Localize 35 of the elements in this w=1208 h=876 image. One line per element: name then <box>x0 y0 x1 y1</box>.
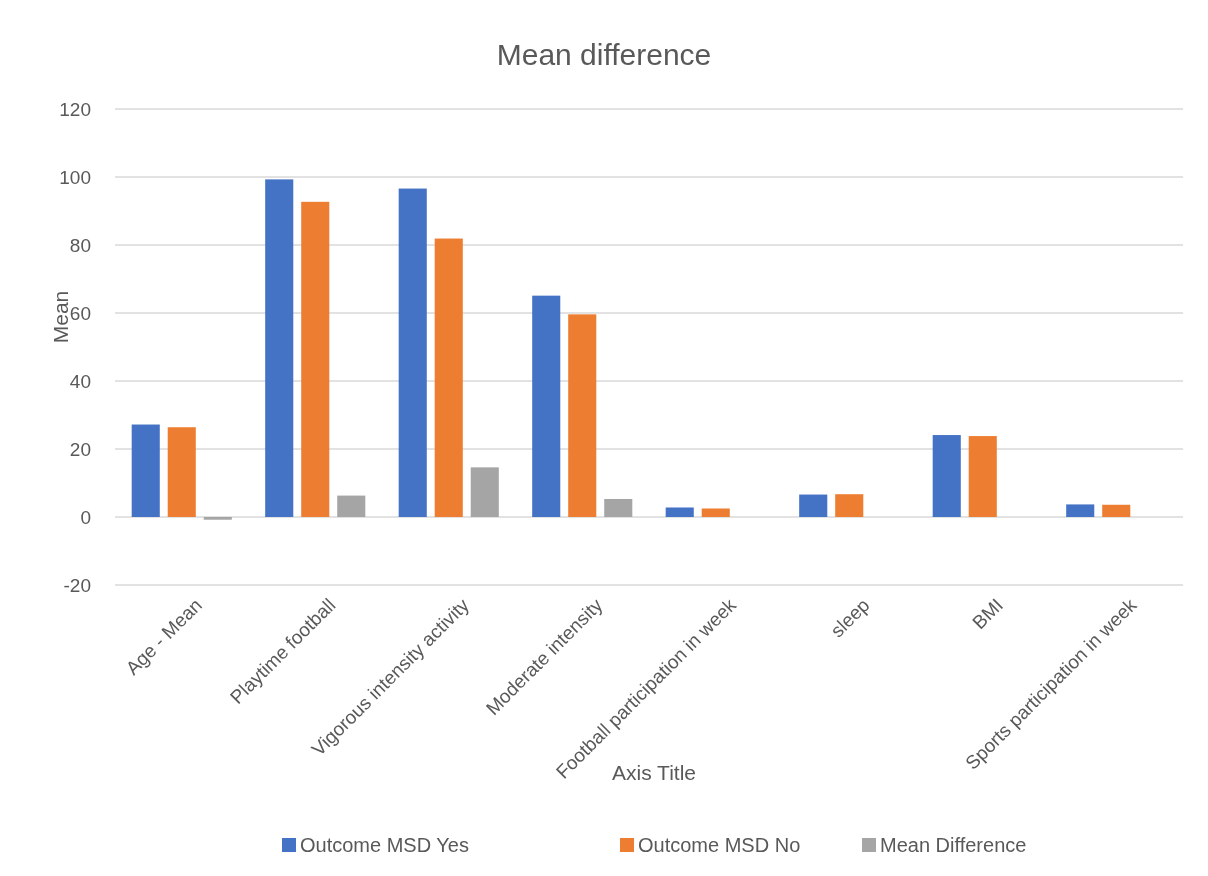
bar <box>1102 504 1131 517</box>
y-tick-label: 20 <box>69 438 91 460</box>
x-tick-label: BMI <box>968 594 1007 634</box>
legend-label: Outcome MSD Yes <box>300 834 469 856</box>
y-tick-label: 0 <box>80 506 91 528</box>
bar <box>167 427 196 517</box>
y-tick-label: 100 <box>59 166 91 188</box>
bar <box>701 508 730 517</box>
bar <box>265 179 294 517</box>
bar <box>434 238 463 517</box>
y-tick-label: 40 <box>69 370 91 392</box>
bar <box>131 424 160 517</box>
bar <box>470 467 499 517</box>
y-tick-label: -20 <box>63 574 91 596</box>
bar <box>398 188 427 517</box>
bar <box>532 295 561 517</box>
bar <box>337 495 366 517</box>
x-axis-title: Axis Title <box>611 761 697 784</box>
y-tick-label: 60 <box>69 302 91 324</box>
bar <box>835 494 864 517</box>
y-tick-label: 120 <box>59 98 91 120</box>
bar <box>932 435 961 517</box>
y-tick-label: 80 <box>69 234 91 256</box>
chart-title: Mean difference <box>496 38 712 71</box>
bar <box>568 314 597 517</box>
bar <box>665 507 694 517</box>
bar <box>203 517 232 520</box>
bar <box>799 494 828 517</box>
bar <box>301 201 330 517</box>
legend-label: Outcome MSD No <box>638 834 801 856</box>
y-axis-title: Mean <box>49 290 72 344</box>
bar <box>968 436 997 517</box>
bar <box>1066 504 1095 517</box>
bar <box>604 498 633 517</box>
legend-label: Mean Difference <box>880 834 1027 856</box>
